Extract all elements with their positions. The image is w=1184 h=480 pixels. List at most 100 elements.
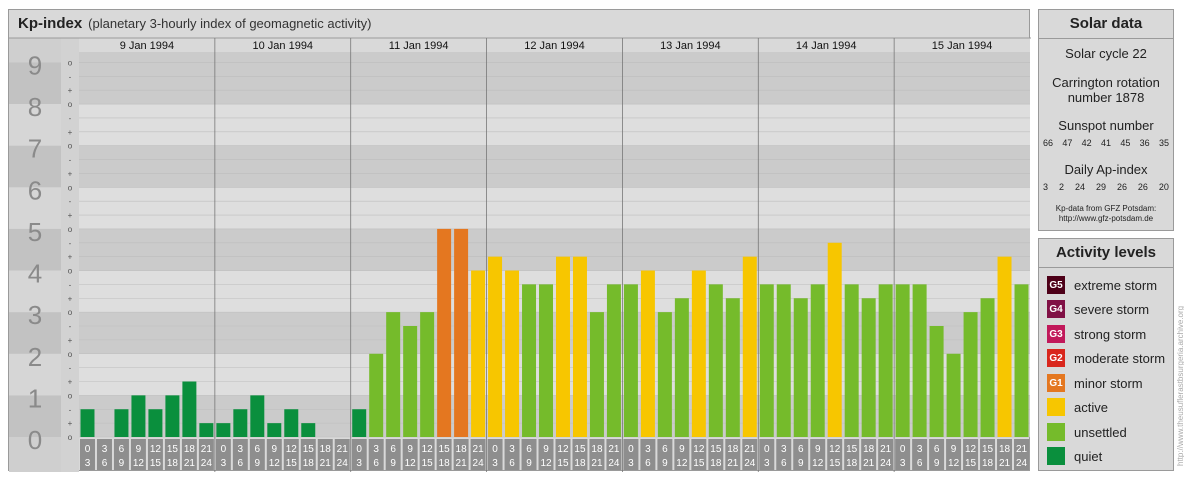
x-tick-start: 12 [286,444,298,455]
kp-bar [522,284,537,437]
kp-bar [980,298,995,437]
x-tick-end: 6 [102,458,108,469]
x-tick-start: 3 [781,444,787,455]
day-label: 11 Jan 1994 [389,40,449,52]
x-tick-end: 6 [509,458,515,469]
y-tick-label: 1 [28,383,42,413]
x-interval-cell [402,439,418,470]
x-tick-end: 9 [119,458,125,469]
legend-unsettled: unsettled [1047,422,1127,442]
x-interval-cell [436,439,452,470]
sunspot-value: 41 [1100,138,1111,148]
x-tick-start: 21 [608,444,620,455]
minor-tick-label: o [68,142,73,151]
x-interval-cell [657,439,673,470]
active-swatch [1047,398,1065,416]
x-interval-cell [844,439,860,470]
activity-levels-title: Activity levels [1039,239,1173,268]
x-tick-end: 21 [863,458,875,469]
x-tick-end: 3 [900,458,906,469]
kp-bar [691,270,706,437]
day-label: 13 Jan 1994 [660,40,721,52]
kp-bar [674,298,689,437]
legend-moderate-storm: G2 moderate storm [1047,348,1165,368]
legend-label: minor storm [1074,375,1143,391]
x-interval-cell [453,439,469,470]
x-tick-end: 12 [269,458,281,469]
sunspot-value: 35 [1158,138,1169,148]
x-tick-start: 9 [136,444,142,455]
x-tick-end: 6 [781,458,787,469]
solar-cycle: Solar cycle 22 [1065,46,1147,61]
x-tick-end: 6 [373,458,379,469]
kp-bar [148,409,163,437]
x-tick-start: 3 [373,444,379,455]
x-interval-cell [997,439,1013,470]
x-tick-start: 3 [238,444,244,455]
kp-bar [759,284,774,437]
x-tick-end: 18 [574,458,586,469]
x-interval-cell [572,439,588,470]
solar-data-title: Solar data [1039,10,1173,39]
kp-bar [454,228,469,437]
data-source-note: Kp-data from GFZ Potsdam: [1055,204,1157,213]
x-interval-cell [317,439,333,470]
x-tick-end: 15 [422,458,434,469]
x-tick-end: 9 [934,458,940,469]
x-interval-cell [946,439,962,470]
x-tick-end: 18 [710,458,722,469]
x-tick-start: 6 [119,444,125,455]
day-label: 12 Jan 1994 [524,40,585,52]
y-tick-label: 5 [28,217,42,247]
kp-bar [301,423,316,437]
x-tick-start: 15 [710,444,722,455]
legend-active: active [1047,397,1108,417]
kp-bar [488,256,503,437]
level-band [79,62,1030,105]
x-tick-start: 6 [255,444,261,455]
ap-value: 26 [1116,182,1127,192]
chart-title-main: Kp-index [18,15,83,32]
kp-bar [131,395,146,437]
ap-value: 26 [1137,182,1148,192]
extreme-storm-swatch: G5 [1047,276,1065,294]
x-tick-start: 0 [628,444,634,455]
kp-bar [657,312,672,437]
x-tick-end: 6 [238,458,244,469]
minor-tick-label: - [69,72,72,81]
ap-index-values: 3 2 24 29 26 26 20 [1043,182,1169,192]
x-interval-cell [759,439,775,470]
x-tick-start: 18 [184,444,196,455]
x-interval-cell [827,439,843,470]
x-interval-cell [80,439,95,470]
kp-bar [505,270,520,437]
kp-bar [233,409,248,437]
x-tick-end: 12 [948,458,960,469]
minor-tick-label: + [68,336,73,345]
minor-tick-label: o [68,433,73,442]
x-interval-cell [776,439,792,470]
x-interval-cell [198,439,214,470]
y-tick-label: 4 [28,259,42,289]
x-tick-end: 21 [456,458,468,469]
x-tick-start: 0 [900,444,906,455]
x-interval-cell [538,439,554,470]
kp-bar [216,423,231,437]
x-tick-start: 9 [543,444,549,455]
x-tick-end: 9 [526,458,532,469]
kp-bar [403,325,418,437]
data-source-link[interactable]: http://www.gfz-potsdam.de [1058,214,1154,223]
kp-bar [165,395,180,437]
x-tick-start: 12 [693,444,705,455]
x-interval-cell [623,439,639,470]
sunspot-value: 66 [1043,138,1054,148]
kp-bar [420,312,435,437]
kp-chart-panel: Kp-index (planetary 3-hourly index of geo… [8,9,1031,472]
kp-bar [437,228,452,437]
kp-bar [199,423,214,437]
x-tick-end: 18 [846,458,858,469]
x-interval-cell [113,439,129,470]
kp-bar [946,353,961,437]
x-tick-start: 9 [815,444,821,455]
sunspot-values: 66 47 42 41 45 36 35 [1043,138,1169,148]
